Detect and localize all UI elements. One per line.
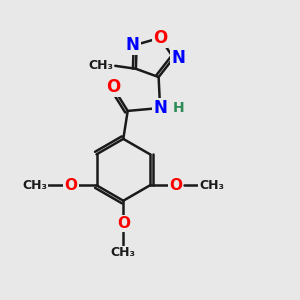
- Text: O: O: [106, 78, 120, 96]
- Text: O: O: [169, 178, 182, 193]
- Text: N: N: [153, 99, 167, 117]
- Text: O: O: [65, 178, 78, 193]
- Text: O: O: [117, 216, 130, 231]
- Text: O: O: [153, 29, 167, 47]
- Text: CH₃: CH₃: [88, 59, 113, 72]
- Text: N: N: [125, 36, 139, 54]
- Text: CH₃: CH₃: [22, 179, 48, 192]
- Text: N: N: [171, 49, 185, 67]
- Text: CH₃: CH₃: [199, 179, 224, 192]
- Text: CH₃: CH₃: [111, 246, 136, 260]
- Text: H: H: [172, 101, 184, 115]
